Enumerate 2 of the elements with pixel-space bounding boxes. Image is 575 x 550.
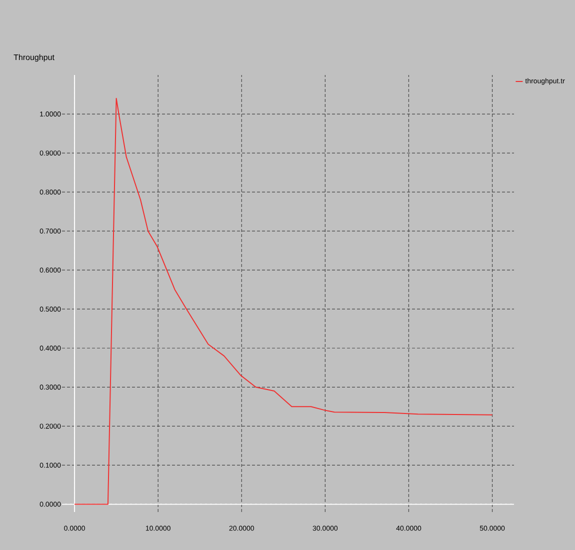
y-axis-title: Throughput [14,54,54,62]
line-series [74,98,493,505]
